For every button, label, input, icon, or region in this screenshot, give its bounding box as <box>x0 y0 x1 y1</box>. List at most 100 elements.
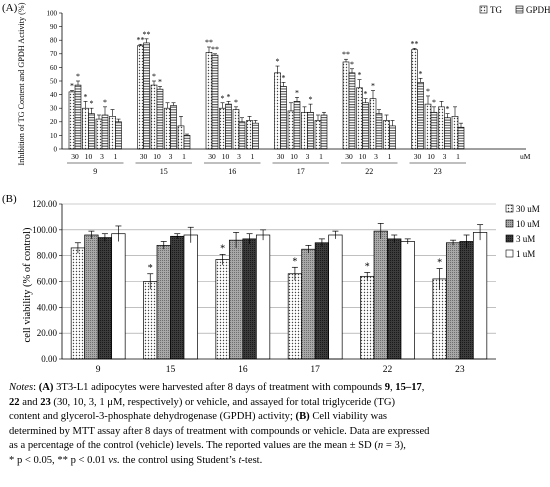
panel-a-dose-label: 10 <box>427 152 435 161</box>
panel-a-dose-label: 3 <box>443 152 447 161</box>
panel-a-significance-mark: * <box>103 98 107 107</box>
notes-line: 22 and 23 (30, 10, 3, 1 μM, respectively… <box>9 396 542 411</box>
panel-b-y-tick-label: 80.00 <box>37 251 58 261</box>
panel-a-bar <box>219 107 226 150</box>
panel-a-bar <box>95 118 103 150</box>
panel-b-bar <box>472 232 488 360</box>
panel-b-category-label: 16 <box>238 365 248 375</box>
panel-a-dose-label: 3 <box>100 152 104 161</box>
notes-text: determined by MTT assay after 8 days of … <box>9 425 430 437</box>
panel-b-bar <box>387 238 402 360</box>
panel-b-bar <box>97 237 113 360</box>
panel-a-y-tick-label: 70 <box>50 50 58 58</box>
panel-a-bar <box>101 114 109 150</box>
panel-b-legend-swatch <box>505 234 514 243</box>
panel-a-legend: TG GPDH <box>479 5 550 15</box>
panel-a-bar <box>164 107 171 150</box>
panel-a-bar <box>389 125 396 150</box>
panel-a-y-tick-label: 40 <box>50 91 58 99</box>
notes-text: -test. <box>241 454 263 466</box>
panel-a-compound-label: 23 <box>434 167 442 176</box>
panel-a-significance-mark: * <box>234 98 238 107</box>
panel-a-significance-mark: * <box>371 82 375 91</box>
notes-text: n <box>377 440 384 452</box>
panel-a-bar <box>301 111 308 150</box>
panel-a-label: (A) <box>2 2 18 14</box>
notes-text: 23 <box>40 396 51 408</box>
panel-b-bar <box>143 281 158 360</box>
panel-a-dose-label: 10 <box>153 152 161 161</box>
panel-b-y-axis-label: cell viability (% of control) <box>22 227 33 342</box>
panel-a-bar <box>362 102 369 150</box>
panel-a-significance-mark: * <box>158 77 162 86</box>
panel-b-bar <box>301 248 316 360</box>
notes-text: vs. <box>108 454 120 466</box>
panel-a-bar <box>424 103 432 150</box>
panel-a-significance-mark: ** <box>205 38 213 47</box>
panel-a-dose-label: 3 <box>237 152 241 161</box>
panel-a-bar <box>417 82 424 150</box>
panel-b-category-label: 17 <box>310 365 320 375</box>
panel-b-bar <box>242 238 257 360</box>
panel-a-dose-label: 30 <box>277 152 285 161</box>
panel-b-bar <box>287 273 303 360</box>
panel-a-significance-mark: ** <box>342 50 350 59</box>
panel-a-bar <box>183 135 191 150</box>
panel-b-bar <box>445 242 461 360</box>
notes-text: (B) <box>295 411 310 423</box>
notes-text: = 3), <box>383 440 406 452</box>
panel-a-significance-mark: * <box>221 94 225 103</box>
panel-a-bar <box>369 98 377 150</box>
panel-a-dose-label: 1 <box>251 152 255 161</box>
panel-b-significance-mark: * <box>148 263 153 274</box>
panel-a-significance-mark: * <box>152 72 156 81</box>
notes-text: t <box>238 454 242 466</box>
panel-b-label: (B) <box>2 193 17 205</box>
panel-b-bar <box>70 247 86 360</box>
panel-b-chart: (B) cell viability (% of control) 0.00 20… <box>2 193 540 375</box>
panel-a-dose-label: 10 <box>359 152 367 161</box>
panel-a-bar <box>170 105 177 150</box>
panel-a-dose-label: 30 <box>140 152 148 161</box>
panel-a-dose-label: 30 <box>345 152 353 161</box>
panel-b-bar <box>183 234 198 360</box>
panel-a-y-axis: 0 10 20 30 40 50 60 70 80 90 100 <box>47 9 63 153</box>
panel-a-bar <box>383 120 390 150</box>
notes-text: content and glycerol-3-phosphate dehydro… <box>9 411 296 423</box>
panel-a-y-tick-label: 60 <box>50 64 58 72</box>
panel-a-y-tick-label: 80 <box>50 37 58 45</box>
panel-b-gridlines <box>62 203 496 334</box>
panel-a-y-tick-label: 100 <box>47 9 58 17</box>
panel-b-y-tick-label: 40.00 <box>37 302 58 312</box>
panel-b-legend-swatch <box>505 204 514 213</box>
panel-a-bar <box>177 125 185 150</box>
panel-a-significance-mark: * <box>358 71 362 80</box>
panel-b-bars: * * * * * <box>70 223 488 360</box>
notes-text: Cell viability was <box>309 411 388 423</box>
panel-b-bar <box>314 242 330 360</box>
panel-a-bar <box>375 113 383 150</box>
panel-a-bar <box>348 72 356 150</box>
panel-a-dose-label: 30 <box>414 152 422 161</box>
panel-b-category-label: 15 <box>166 365 176 375</box>
panel-b-bar <box>170 235 185 360</box>
notes-text: the control using Student’s <box>119 454 239 466</box>
panel-b-bar <box>111 233 126 360</box>
panel-a-bar <box>430 111 438 150</box>
panel-b-y-tick-label: 100.00 <box>32 225 57 235</box>
panel-a-bar <box>411 49 418 150</box>
panel-a-y-tick-label: 50 <box>50 77 58 85</box>
panel-b-significance-mark: * <box>292 256 297 267</box>
panel-a-significance-mark: * <box>76 72 80 81</box>
panel-a-significance-mark: * <box>70 82 74 91</box>
panel-a-y-tick-label: 30 <box>50 105 58 113</box>
panel-a-significance-mark: * <box>426 87 430 96</box>
panel-b-legend-label: 1 uM <box>516 249 535 259</box>
notes-text: Notes <box>9 382 34 393</box>
panel-a-legend-label: TG <box>490 5 502 15</box>
panel-a-dose-label: 30 <box>208 152 216 161</box>
panel-b-y-tick-label: 0.00 <box>41 354 57 364</box>
panel-a-bar <box>320 114 328 150</box>
notes-text: (A) <box>38 382 54 393</box>
